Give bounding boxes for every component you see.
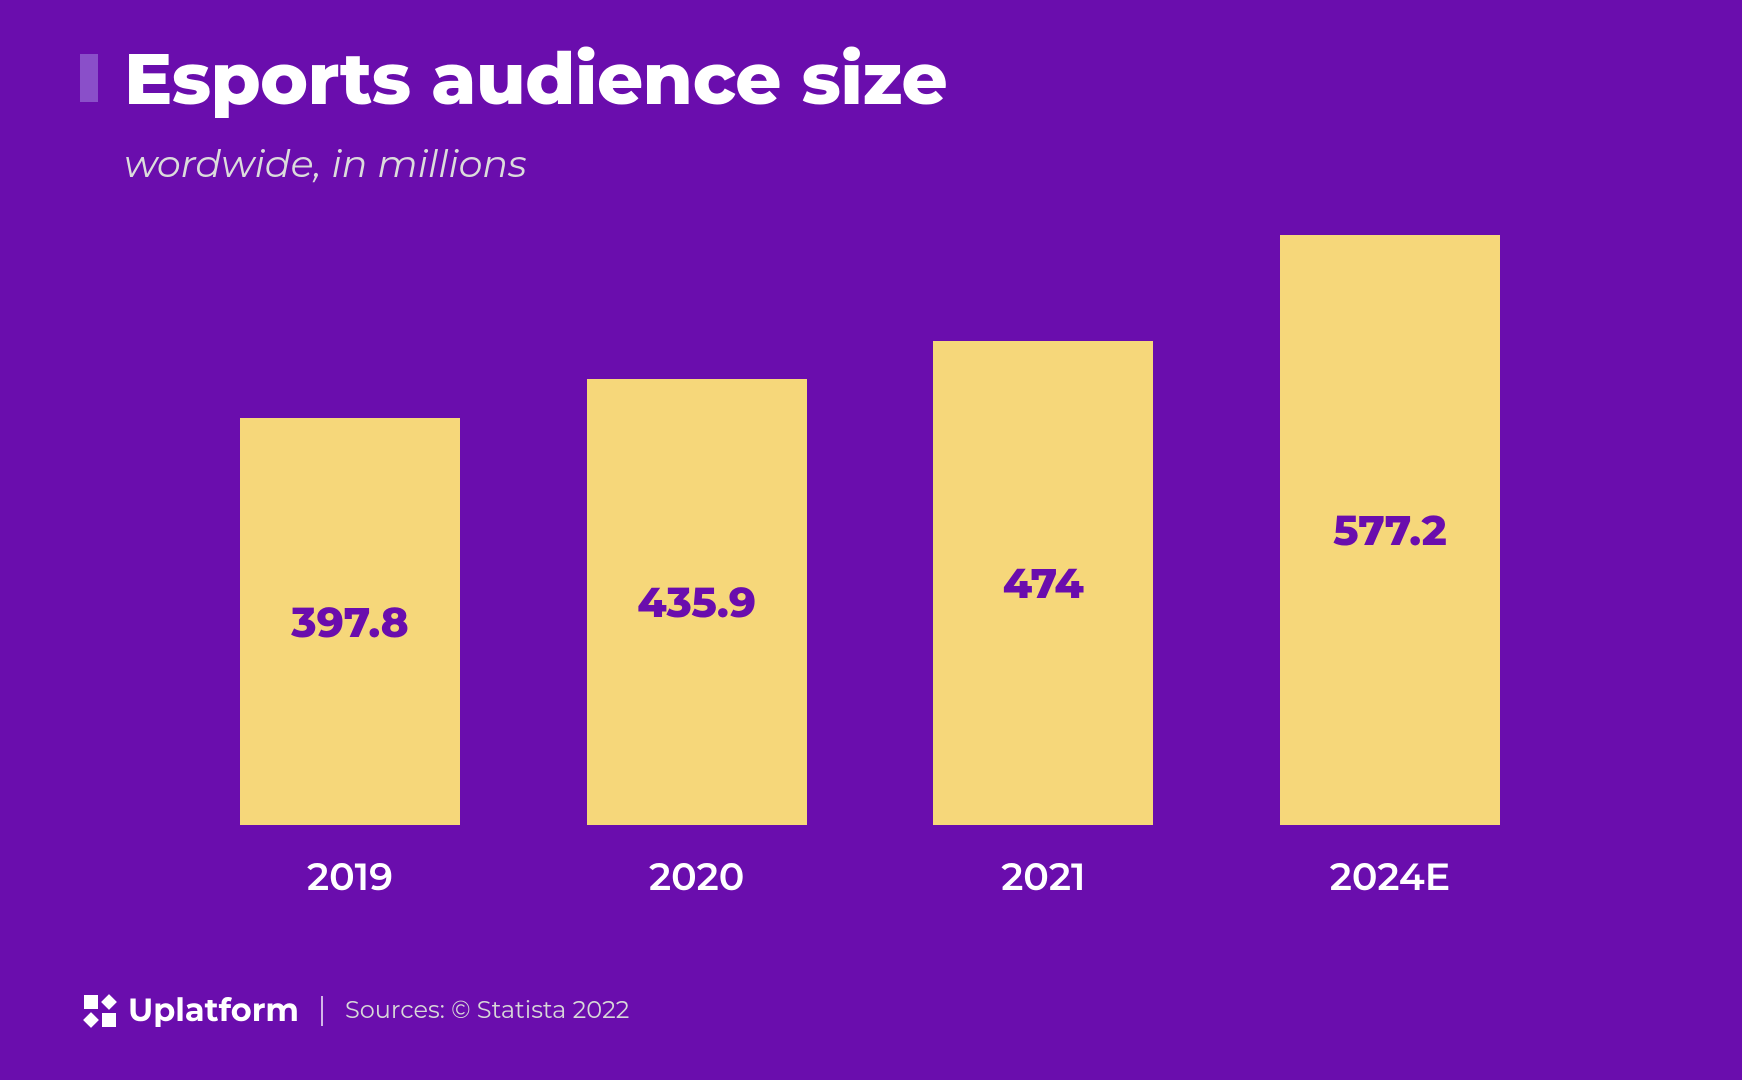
bar: 435.9: [587, 379, 807, 825]
bar-category-label: 2020: [649, 853, 744, 900]
bar-category-label: 2024E: [1330, 853, 1450, 900]
infographic-canvas: Esports audience size wordwide, in milli…: [0, 0, 1742, 1080]
bar-value: 474: [1003, 557, 1084, 609]
brand-name: Uplatform: [128, 991, 299, 1030]
chart-title: Esports audience size: [124, 42, 947, 118]
bar-slot: 577.2 2024E: [1280, 235, 1500, 900]
footer-divider: [321, 996, 323, 1026]
bar-slot: 474 2021: [933, 341, 1153, 901]
title-accent-bar: [80, 54, 98, 102]
bar: 397.8: [240, 418, 460, 825]
brand-logo: Uplatform: [84, 991, 299, 1030]
footer: Uplatform Sources: © Statista 2022: [84, 991, 629, 1030]
bar-value: 435.9: [637, 576, 756, 628]
bar-slot: 435.9 2020: [587, 379, 807, 900]
source-text: Sources: © Statista 2022: [345, 996, 629, 1025]
bar-value: 397.8: [291, 596, 409, 648]
brand-logo-icon: [84, 995, 116, 1027]
bar-category-label: 2019: [307, 853, 393, 900]
bar-chart: 397.8 2019 435.9 2020 474 2021 577.2 2024E: [240, 260, 1500, 900]
title-block: Esports audience size: [80, 42, 947, 118]
chart-subtitle: wordwide, in millions: [124, 140, 527, 187]
bar: 474: [933, 341, 1153, 826]
bar-slot: 397.8 2019: [240, 418, 460, 900]
bar-category-label: 2021: [1001, 853, 1085, 900]
bar-value: 577.2: [1333, 504, 1447, 556]
bar: 577.2: [1280, 235, 1500, 825]
